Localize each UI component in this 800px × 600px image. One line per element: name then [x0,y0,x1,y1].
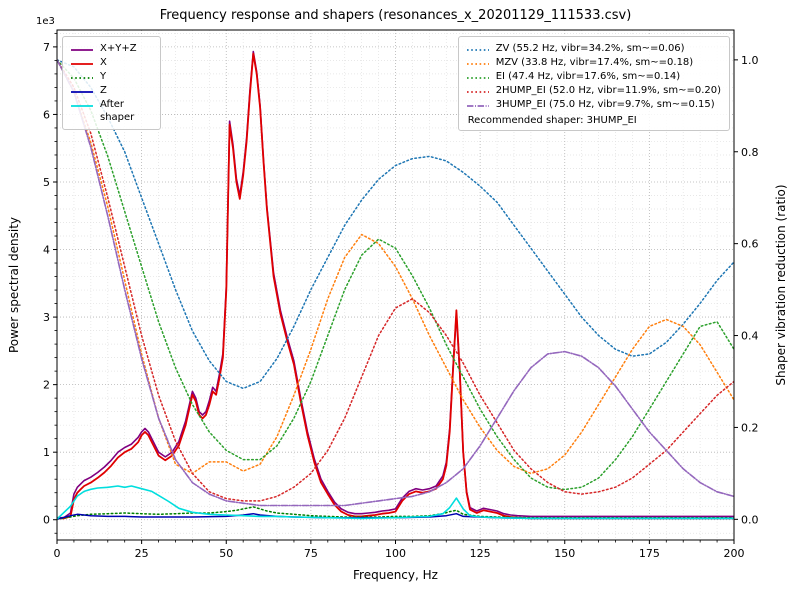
legend-item-label: EI (47.4 Hz, vibr=17.6%, sm~=0.14) [495,71,681,82]
shaper-legend: ZV (55.2 Hz, vibr=34.2%, sm~=0.06) MZV (3… [457,36,730,131]
x-tick-label: 0 [54,547,61,560]
x-tick-label: 125 [470,547,491,560]
legend-line-marker [71,91,93,93]
legend-item: ZV (55.2 Hz, vibr=34.2%, sm~=0.06) [466,42,721,55]
y-right-tick-label: 0.8 [741,146,759,159]
series-line-mzv [57,59,734,475]
series-line-3hump-ei [57,59,734,507]
chart-title: Frequency response and shapers (resonanc… [159,8,632,23]
legend-item: After shaper [70,98,152,124]
legend-line-marker [466,63,489,65]
y-left-tick-label: 0 [43,514,50,527]
legend-item-label: X [100,57,107,68]
x-tick-label: 100 [385,547,406,560]
x-tick-label: 25 [135,547,149,560]
series-line-2hump-ei [57,59,734,502]
y-left-tick-label: 5 [43,176,50,189]
legend-item-label: Y [100,71,107,82]
x-axis-label: Frequency, Hz [353,568,438,582]
legend-item-label: 2HUMP_EI (52.0 Hz, vibr=11.9%, sm~=0.20) [495,85,721,96]
y-right-tick-label: 0.0 [741,513,759,526]
legend-item: X [70,56,152,69]
y-left-tick-label: 6 [43,108,50,121]
recommended-shaper-note: Recommended shaper: 3HUMP_EI [467,115,637,126]
legend-line-marker [466,77,489,79]
left-y-axis-label: Power spectral density [7,216,21,354]
y-right-tick-label: 1.0 [741,54,759,67]
legend-item: Y [70,70,152,83]
psd-legend: X+Y+Z X Y Z After shaper [62,36,161,130]
series-line-ei [57,59,734,491]
legend-item-label: 3HUMP_EI (75.0 Hz, vibr=9.7%, sm~=0.15) [495,99,715,110]
y-left-tick-label: 1 [43,446,50,459]
legend-item-label: MZV (33.8 Hz, vibr=17.4%, sm~=0.18) [495,57,694,68]
legend-line-marker [71,63,93,65]
y-right-tick-label: 0.2 [741,421,759,434]
legend-line-marker [71,105,93,107]
legend-item-label: After shaper [100,99,135,123]
y-left-tick-label: 3 [43,311,50,324]
legend-line-marker [466,49,489,51]
x-tick-label: 150 [554,547,575,560]
legend-line-marker [466,105,489,107]
x-tick-label: 75 [304,547,318,560]
y-axis-offset-label: 1e3 [36,16,55,27]
legend-item: 3HUMP_EI (75.0 Hz, vibr=9.7%, sm~=0.15) [466,98,721,111]
y-left-tick-label: 7 [43,41,50,54]
y-right-tick-label: 0.6 [741,238,759,251]
legend-line-marker [71,77,93,79]
legend-item-label: Z [100,85,107,96]
x-tick-label: 50 [219,547,233,560]
x-tick-label: 200 [724,547,745,560]
y-left-tick-label: 4 [43,244,50,257]
y-right-tick-label: 0.4 [741,330,759,343]
y-left-tick-label: 2 [43,379,50,392]
series-line-x [57,52,734,520]
legend-item: Z [70,84,152,97]
legend-item: EI (47.4 Hz, vibr=17.6%, sm~=0.14) [466,70,721,83]
right-y-axis-label: Shaper vibration reduction (ratio) [774,184,788,386]
legend-line-marker [71,49,93,51]
legend-item-label: X+Y+Z [100,43,137,54]
legend-line-marker [466,91,489,93]
legend-item: X+Y+Z [70,42,152,55]
series-line-zv [57,59,734,390]
x-tick-label: 175 [639,547,660,560]
legend-item: 2HUMP_EI (52.0 Hz, vibr=11.9%, sm~=0.20) [466,84,721,97]
legend-item: MZV (33.8 Hz, vibr=17.4%, sm~=0.18) [466,56,721,69]
series-line-after-shaper [57,485,734,520]
legend-item-label: ZV (55.2 Hz, vibr=34.2%, sm~=0.06) [495,43,685,54]
series-line-y [57,506,734,520]
